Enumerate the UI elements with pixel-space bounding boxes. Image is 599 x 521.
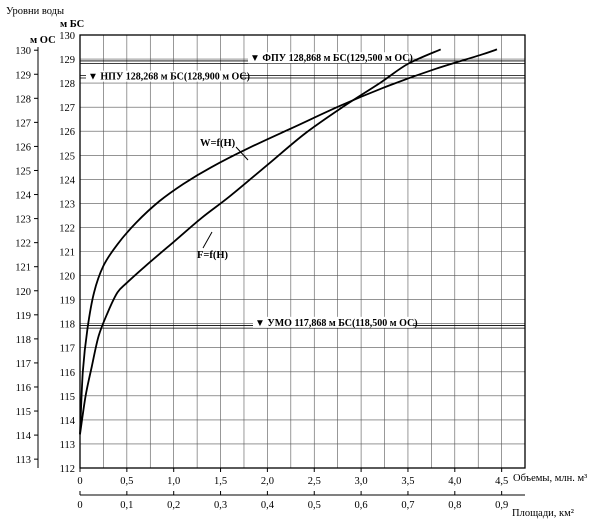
y-left-tick-label: 117 [16,359,31,370]
y-right-unit: м БС [60,19,84,30]
y-right-tick-label: 128 [59,79,75,90]
x-area-tick-label: 0,5 [308,500,321,511]
curve-leader-area [202,231,213,249]
y-right-tick-label: 113 [60,440,75,451]
y-right-tick-label: 122 [59,223,75,234]
y-left-tick-label: 116 [16,383,31,394]
level-label: ▼ УМО 117,868 м БС(118,500 м ОС) [255,318,418,329]
level-label: ▼ ФПУ 128,868 м БС(129,500 м ОС) [250,53,413,64]
labels: Уровни воды м ОС м БС Объемы, млн. м³ Пл… [6,6,587,519]
x-volume-tick-label: 1,0 [167,476,180,487]
y-right-tick-label: 119 [60,296,75,307]
y-left-tick-label: 127 [15,118,31,129]
y-left-unit: м ОС [30,35,56,46]
y-left-tick-label: 130 [15,46,31,57]
x-volume-tick-label: 0,5 [120,476,133,487]
y-left-tick-label: 124 [15,191,32,202]
x-area-tick-label: 0,7 [401,500,414,511]
x-area-tick-label: 0 [77,500,82,511]
level-label-bg [86,70,241,82]
y-right-tick-label: 112 [60,464,75,475]
level-lines: ▼ ФПУ 128,868 м БС(129,500 м ОС)▼ НПУ 12… [80,52,525,329]
y-left-tick-label: 128 [15,94,31,105]
level-label-bg [248,52,408,64]
y-left-tick-label: 122 [15,239,31,250]
x-area-label: Площади, км² [512,508,574,519]
y-left-tick-label: 129 [15,70,31,81]
curve-label-area: F=f(H) [197,250,229,261]
y-right-tick-label: 127 [59,103,75,114]
y-left-tick-label: 120 [15,287,31,298]
y-right-tick-label: 115 [60,392,75,403]
y-right-tick-label: 116 [60,368,75,379]
y-left-tick-label: 126 [15,142,31,153]
x-area-tick-label: 0,8 [448,500,461,511]
y-right-tick-label: 120 [59,272,75,283]
curve-area [79,48,442,435]
x-area-tick-label: 0,4 [261,500,275,511]
chart-title: Уровни воды [6,6,64,17]
y-right-tick-label: 123 [59,199,75,210]
x-area-tick-label: 0,3 [214,500,227,511]
y-left-tick-label: 123 [15,215,31,226]
y-right-tick-label: 114 [60,416,76,427]
y-left-tick-label: 125 [15,166,31,177]
y-right-tick-label: 129 [59,55,75,66]
x-area-tick-label: 0,9 [495,500,508,511]
y-right-tick-label: 130 [59,31,75,42]
curve-label-volume: W=f(H) [200,138,236,149]
x-volume-tick-label: 2,0 [261,476,274,487]
y-right-tick-label: 124 [59,175,76,186]
y-left-tick-label: 115 [16,407,31,418]
y-left-tick-label: 119 [16,311,31,322]
y-left-tick-label: 121 [15,263,31,274]
x-volume-tick-label: 3,0 [355,476,368,487]
x-volume-tick-label: 2,5 [308,476,321,487]
grid [80,35,525,468]
y-right-tick-label: 126 [59,127,75,138]
y-left-tick-label: 114 [16,431,32,442]
y-right-tick-label: 117 [60,344,75,355]
level-label-bg [253,316,413,328]
level-label: ▼ НПУ 128,268 м БС(128,900 м ОС) [88,72,250,83]
y-right-tick-label: 125 [59,151,75,162]
x-volume-label: Объемы, млн. м³ [513,473,587,484]
y-right-tick-label: 121 [59,248,75,259]
x-area-tick-label: 0,2 [167,500,180,511]
axes [34,34,526,496]
x-area-tick-label: 0,1 [120,500,133,511]
x-volume-tick-label: 1,5 [214,476,227,487]
x-volume-tick-label: 3,5 [401,476,414,487]
y-right-tick-label: 118 [60,320,75,331]
plot-frame [79,34,526,469]
x-area-tick-label: 0,6 [355,500,368,511]
curve-leader-volume [235,146,249,161]
x-volume-tick-label: 0 [77,476,82,487]
curve-volume [79,48,498,435]
y-left-tick-label: 118 [16,335,31,346]
x-volume-tick-label: 4,0 [448,476,461,487]
x-volume-tick-label: 4,5 [495,476,508,487]
curves [79,48,498,435]
y-left-tick-label: 113 [16,455,31,466]
